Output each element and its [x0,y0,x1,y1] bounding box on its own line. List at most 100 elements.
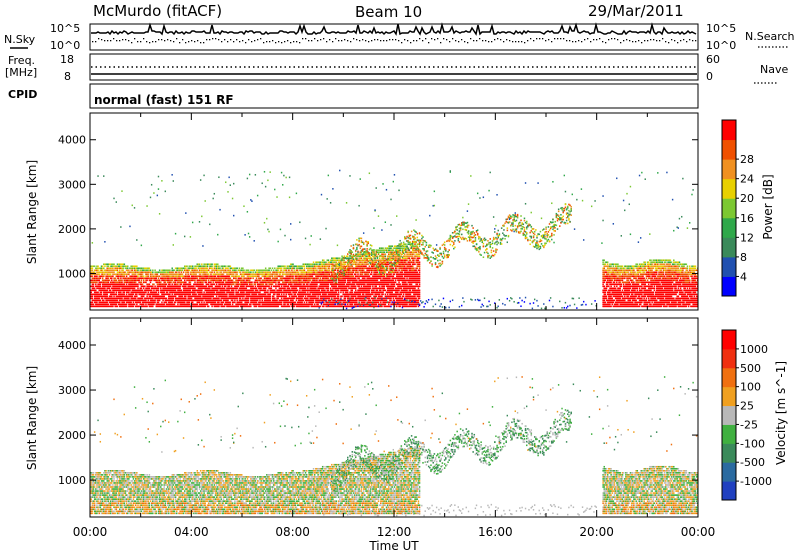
data-cell [108,279,111,282]
data-cell [197,279,200,282]
data-cell [95,301,97,304]
data-cell [285,176,287,179]
data-cell [131,303,134,306]
data-cell [185,285,187,288]
data-cell [112,301,114,304]
data-cell [131,279,134,282]
n-search-point [608,39,610,41]
data-cell [109,281,112,284]
data-cell [190,301,193,304]
data-cell [328,265,331,268]
data-cell [163,305,165,308]
data-cell [130,283,132,286]
data-cell [316,263,318,266]
data-cell [201,293,203,296]
data-cell [115,293,118,296]
data-cell [222,281,225,284]
data-cell [179,283,181,286]
data-cell [147,285,150,288]
data-cell [136,269,138,272]
n-search-point [590,41,592,43]
data-cell [213,291,216,294]
data-cell [115,297,118,300]
n-search-point [359,40,361,42]
data-cell [146,279,148,282]
data-cell [254,173,257,176]
data-cell [183,279,186,282]
data-cell [171,271,173,274]
data-cell [201,279,203,282]
data-cell [191,277,194,280]
data-cell [223,287,226,290]
n-search-point [281,42,283,44]
data-cell [107,297,110,300]
data-cell [152,271,154,274]
data-cell [178,267,180,270]
data-cell [172,281,175,284]
data-cell [201,269,203,272]
data-cell [107,267,110,270]
data-cell [122,303,124,306]
data-cell [132,271,135,274]
nave-tick-bottom: 0 [706,70,713,83]
data-cell [117,293,120,296]
data-cell [100,303,103,306]
data-cell [98,295,100,298]
data-cell [153,287,155,290]
data-cell [120,271,122,274]
n-search-point [488,41,490,43]
n-search-point [197,40,199,42]
data-cell [158,285,161,288]
data-cell [130,269,132,272]
data-cell [119,287,121,290]
data-cell [194,289,196,292]
data-cell [161,295,163,298]
data-cell [222,267,225,270]
data-cell [269,297,271,300]
data-cell [186,283,188,286]
data-cell [98,289,100,292]
data-cell [140,305,143,308]
data-cell [277,269,279,272]
data-cell [161,291,163,294]
n-search-point [596,39,598,41]
data-cell [150,277,153,280]
data-cell [308,281,310,284]
data-cell [191,295,194,298]
data-cell [198,277,201,280]
data-cell [206,301,209,304]
data-cell [106,285,108,288]
data-cell [150,271,153,274]
data-cell [205,301,208,304]
data-cell [126,267,129,270]
data-cell [195,265,197,268]
data-cell [132,291,135,294]
data-cell [191,287,194,290]
n-search-point [251,41,253,43]
data-cell [109,295,112,298]
data-cell [120,305,122,308]
data-cell [351,291,354,294]
data-cell [201,275,203,278]
data-cell [196,297,199,300]
data-cell [207,279,210,282]
data-cell [157,303,160,306]
data-cell [141,289,144,292]
n-search-point [536,38,538,40]
data-cell [190,269,193,272]
data-cell [205,269,208,272]
data-cell [160,291,162,294]
station-title: McMurdo (fitACF) [93,2,222,20]
data-cell [170,273,172,276]
data-cell [362,293,365,296]
n-search-point [107,40,109,42]
data-cell [280,293,283,296]
data-cell [188,267,191,270]
data-cell [130,267,132,270]
data-cell [139,299,142,302]
data-cell [121,263,123,266]
data-cell [161,273,163,276]
n-search-point [248,39,250,41]
data-cell [134,281,137,284]
data-cell [90,279,93,282]
